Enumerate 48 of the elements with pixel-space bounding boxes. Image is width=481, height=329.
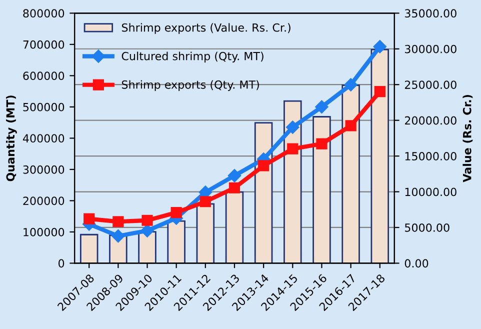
y-tick-label: 200000 <box>23 196 64 206</box>
y2-tick-label: 0.00 <box>404 259 428 268</box>
bar <box>167 220 186 264</box>
legend-label: Shrimp exports (Value. Rs. Cr.) <box>122 23 290 34</box>
y2-tick-label: 30000.00 <box>404 44 456 54</box>
y-tick-label: 500000 <box>23 102 64 112</box>
point <box>345 120 356 132</box>
legend-label: Shrimp exports (Qty. MT) <box>122 80 259 91</box>
y2-tick-label: 5000.00 <box>405 223 450 232</box>
y2-tick-label: 35000.00 <box>404 9 456 18</box>
y2-tick-label: 10000.00 <box>405 188 456 196</box>
y-tick-label: 0 <box>58 259 64 268</box>
bar <box>196 203 215 264</box>
point <box>140 224 154 238</box>
point <box>228 169 242 182</box>
y2-tick-label: 20000.00 <box>404 116 456 125</box>
point <box>286 120 300 134</box>
y2-tick-label: 25000.00 <box>404 80 456 89</box>
legend-label: Cultured shrimp (Qty. MT) <box>122 52 264 62</box>
y-tick-label: 300000 <box>23 165 64 174</box>
bar <box>312 116 331 264</box>
bar <box>80 234 98 264</box>
point <box>315 100 328 114</box>
point <box>112 216 124 228</box>
point <box>112 229 125 243</box>
point <box>170 207 182 218</box>
bar <box>370 48 390 264</box>
point <box>373 40 386 54</box>
point <box>258 160 270 172</box>
y2-tick-label: 15000.00 <box>405 152 456 160</box>
point <box>228 182 240 194</box>
y-tick-label: 100000 <box>24 228 64 236</box>
point <box>287 143 298 154</box>
point <box>84 213 95 224</box>
y-axis-title: Quantity (MT) <box>6 96 17 182</box>
y-tick-label: 400000 <box>22 134 64 143</box>
point <box>316 138 328 150</box>
bar <box>225 191 244 264</box>
bar <box>342 84 360 264</box>
point <box>374 86 386 98</box>
point <box>142 214 153 226</box>
y2-axis-title: Value (Rs. Cr.) <box>462 94 473 182</box>
point <box>200 196 211 208</box>
bar <box>138 231 156 264</box>
point <box>344 78 358 92</box>
y-tick-label: 700000 <box>23 40 64 49</box>
y-tick-label: 800000 <box>23 9 64 18</box>
y-tick-label: 600000 <box>23 72 64 80</box>
